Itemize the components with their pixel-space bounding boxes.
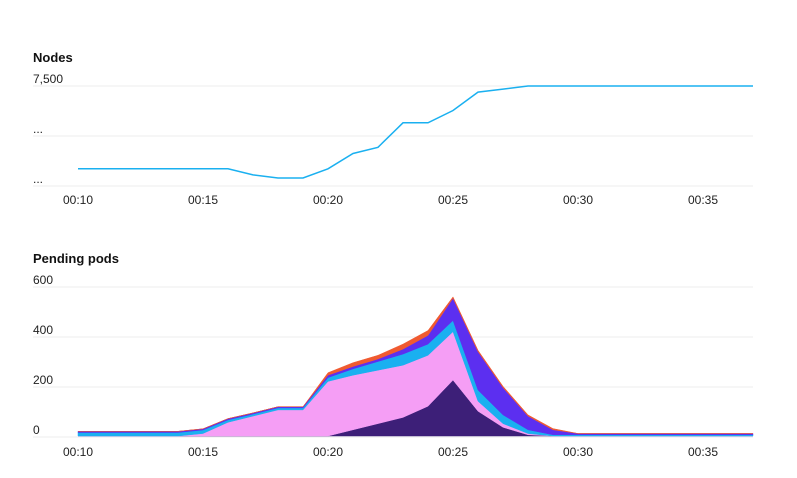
pods-y-tick-label: 400 — [33, 323, 53, 337]
pods-y-tick-label: 0 — [33, 423, 40, 437]
nodes-x-tick-label: 00:10 — [63, 193, 93, 207]
nodes-line-chart: 7,500...... 00:10 00:15 00:20 00:25 00:30 00:3… — [33, 72, 753, 207]
nodes-x-tick-label: 00:25 — [438, 193, 468, 207]
pods-y-tick-label: 200 — [33, 373, 53, 387]
pods-y-tick-label: 600 — [33, 273, 53, 287]
nodes-series-line — [78, 85, 753, 179]
pods-x-tick-label: 00:35 — [688, 445, 718, 459]
nodes-y-tick-label: 7,500 — [33, 72, 63, 86]
nodes-x-tick-label: 00:15 — [188, 193, 218, 207]
pending-pods-chart-title: Pending pods — [33, 251, 119, 266]
pods-series-area-4 — [78, 296, 753, 434]
pods-x-tick-label: 00:10 — [63, 445, 93, 459]
nodes-y-tick-label: ... — [33, 172, 43, 186]
pods-x-tick-label: 00:15 — [188, 445, 218, 459]
pods-x-tick-label: 00:25 — [438, 445, 468, 459]
nodes-x-tick-label: 00:20 — [313, 193, 343, 207]
pods-x-tick-label: 00:30 — [563, 445, 593, 459]
pending-pods-area-chart: 600 400 200 0 00:10 00:15 00:20 00:25 00:30 00:35 — [33, 273, 754, 459]
pods-x-tick-label: 00:20 — [313, 445, 343, 459]
nodes-x-tick-label: 00:30 — [563, 193, 593, 207]
nodes-chart-title: Nodes — [33, 50, 73, 65]
nodes-y-tick-label: ... — [33, 122, 43, 136]
nodes-x-tick-label: 00:35 — [688, 193, 718, 207]
